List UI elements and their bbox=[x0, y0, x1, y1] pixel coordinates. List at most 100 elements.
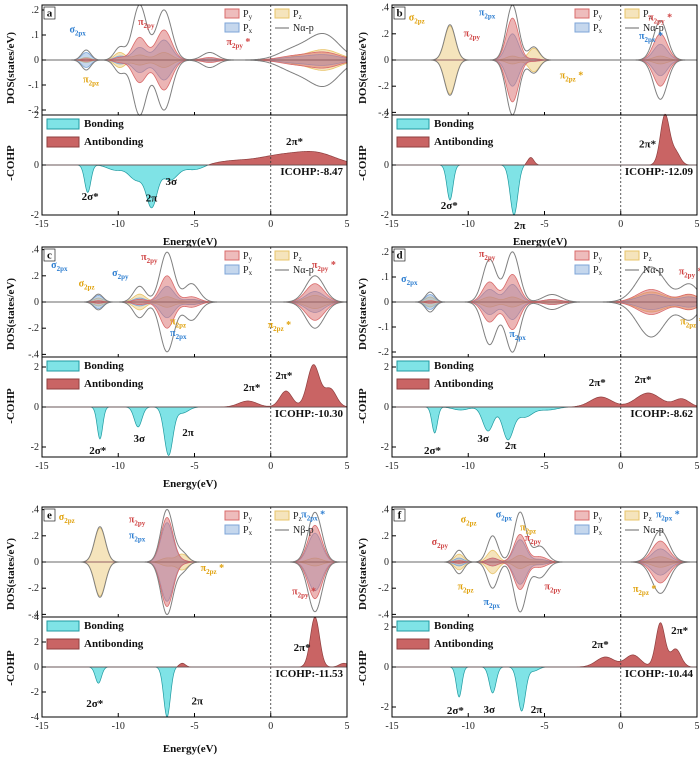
antibonding-label: Antibonding bbox=[84, 638, 144, 650]
legend-swatch-px bbox=[574, 22, 590, 33]
dos-peak-label: π2pz bbox=[458, 582, 474, 595]
x-tick-label: -5 bbox=[190, 461, 198, 472]
dos-y-tick-label: .4 bbox=[382, 505, 390, 516]
dos-peak-label: π2px * bbox=[301, 509, 325, 522]
bonding-swatch bbox=[46, 620, 80, 632]
legend-label: Pz bbox=[293, 9, 302, 21]
legend-label: Nα-p bbox=[293, 23, 314, 34]
cohp-y-tick-label: 0 bbox=[384, 402, 389, 413]
plot-area bbox=[42, 508, 347, 717]
dos-y-tick-label: .2 bbox=[382, 29, 390, 40]
dos-peak-label: π2px bbox=[170, 328, 187, 341]
dos-legend: Py Pz Px Nα-p bbox=[574, 8, 664, 35]
dos-total-down bbox=[42, 561, 347, 616]
antibonding-label: Antibonding bbox=[84, 378, 144, 390]
x-tick-label: -15 bbox=[35, 721, 48, 732]
bonding-swatch bbox=[396, 620, 430, 632]
dos-y-tick-label: 0 bbox=[384, 297, 389, 308]
dos-peak-label: π2py bbox=[525, 533, 542, 546]
cohp-peak-label: 2π bbox=[531, 704, 543, 716]
dos-peak-label: π2py bbox=[129, 515, 146, 528]
cohp-y-tick-label: -2 bbox=[31, 687, 39, 698]
dos-y-tick-label: .2 bbox=[382, 247, 390, 258]
legend-label: Nα-p bbox=[643, 525, 664, 536]
dos-y-tick-label: 0 bbox=[384, 55, 389, 66]
dos-y-tick-label: .2 bbox=[32, 271, 40, 282]
xlabel-left-row-1: Energy(eV) bbox=[163, 236, 218, 248]
dos-y-tick-label: -.4 bbox=[28, 349, 39, 360]
bonding-label: Bonding bbox=[84, 360, 124, 372]
panel-letter-box bbox=[393, 248, 406, 262]
dos-y-tick-label: -.1 bbox=[378, 322, 389, 333]
cohp-peak-label: 2π* bbox=[294, 642, 312, 654]
dos-peak-label: π2py bbox=[479, 249, 496, 262]
dos-peak-label: π2py * bbox=[679, 267, 700, 280]
dos-total-down bbox=[392, 59, 697, 116]
legend-label: Px bbox=[243, 23, 253, 35]
dos-y-tick-label: .2 bbox=[32, 531, 40, 542]
dos-legend: Py Pz Px Nα-p bbox=[574, 510, 664, 537]
dos-peak-label: σ2pz bbox=[79, 278, 95, 291]
cohp-y-tick-label: -4 bbox=[31, 712, 39, 723]
x-tick-label: 5 bbox=[695, 219, 700, 230]
legend-label: Py bbox=[243, 9, 253, 21]
dos-peak-label: π2px * bbox=[656, 509, 680, 522]
dos-py-up bbox=[42, 275, 347, 303]
x-tick-label: -10 bbox=[462, 219, 475, 230]
antibonding-label: Antibonding bbox=[84, 136, 144, 148]
icohp-value: ICOHP:-11.53 bbox=[275, 668, 343, 680]
dos-total-up bbox=[42, 5, 347, 61]
dos-peak-label: π2py bbox=[141, 252, 158, 265]
dos-peak-label: π2pz * bbox=[560, 70, 583, 83]
x-tick-label: -5 bbox=[540, 721, 548, 732]
cohp-y-tick-label: 0 bbox=[34, 160, 39, 171]
cohp-peak-label: 2π* bbox=[592, 639, 610, 651]
panel-letter: b bbox=[396, 8, 402, 20]
bonding-label: Bonding bbox=[434, 118, 474, 130]
panel-letter: e bbox=[47, 510, 52, 522]
cohp-peak-label: 2π* bbox=[286, 136, 304, 148]
cohp-peak-label: 2π* bbox=[243, 382, 261, 394]
cohp-ylabel-right-row-3: -COHP bbox=[357, 650, 369, 686]
dos-peak-label: π2py * bbox=[292, 587, 316, 600]
dos-y-tick-label: .4 bbox=[32, 505, 40, 516]
x-tick-label: -15 bbox=[385, 461, 398, 472]
dos-peak-label: π2pz bbox=[170, 316, 186, 329]
x-tick-label: 0 bbox=[268, 461, 273, 472]
dos-y-tick-label: -.4 bbox=[378, 609, 389, 620]
bonding-label: Bonding bbox=[434, 620, 474, 632]
x-tick-label: -5 bbox=[190, 219, 198, 230]
cohp-y-tick-label: 0 bbox=[34, 662, 39, 673]
cohp-y-tick-label: -2 bbox=[381, 210, 389, 221]
cohp-legend: Bonding Antibonding bbox=[46, 620, 144, 650]
dos-y-tick-label: .1 bbox=[32, 30, 40, 41]
cohp-peak-label: 3σ bbox=[477, 433, 489, 445]
antibonding-swatch bbox=[46, 378, 80, 390]
dos-ylabel-left-row-2: DOS(states/eV) bbox=[5, 278, 17, 350]
dos-peak-label: σ2pz bbox=[461, 515, 477, 528]
dos-y-tick-label: -.2 bbox=[28, 583, 39, 594]
dos-peak-label: σ2px bbox=[401, 274, 418, 287]
panel-a: -15 -10 -5 0 5 -.2 -.1 0 .1 .2 -2 0 2 a Py Pz Px Nα-p Bond… bbox=[28, 4, 350, 230]
dos-legend: Py Pz Px Nα-p bbox=[224, 250, 314, 277]
dos-ylabel-left-row-3: DOS(states/eV) bbox=[5, 538, 17, 610]
panel-e: -15 -10 -5 0 5 -.4 -.2 0 .2 .4 -4 -2 0 2 4 e Py Pz Px Nβ-p B… bbox=[28, 505, 349, 732]
dos-y-tick-label: -.1 bbox=[28, 80, 39, 91]
dos-py-down bbox=[392, 301, 697, 330]
legend-swatch-pz bbox=[274, 250, 290, 261]
dos-y-tick-label: 0 bbox=[384, 557, 389, 568]
dos-total-up bbox=[42, 251, 347, 303]
panels-layer: -15 -10 -5 0 5 -.2 -.1 0 .1 .2 -2 0 2 a Py Pz Px Nα-p Bond… bbox=[28, 3, 700, 732]
cohp-ylabel-right-row-2: -COHP bbox=[357, 388, 369, 424]
legend-label: Py bbox=[593, 251, 603, 263]
legend-label: Nα-p bbox=[293, 265, 314, 276]
legend-swatch-pz bbox=[624, 250, 640, 261]
antibonding-swatch bbox=[46, 136, 80, 148]
legend-label: Px bbox=[593, 23, 603, 35]
cohp-peak-label: 3σ bbox=[484, 704, 496, 716]
legend-label: Pz bbox=[643, 9, 652, 21]
icohp-value: ICOHP:-8.62 bbox=[630, 408, 693, 420]
dos-y-tick-label: .2 bbox=[382, 531, 390, 542]
legend-swatch-py bbox=[574, 250, 590, 261]
panel-letter-box bbox=[393, 6, 406, 20]
